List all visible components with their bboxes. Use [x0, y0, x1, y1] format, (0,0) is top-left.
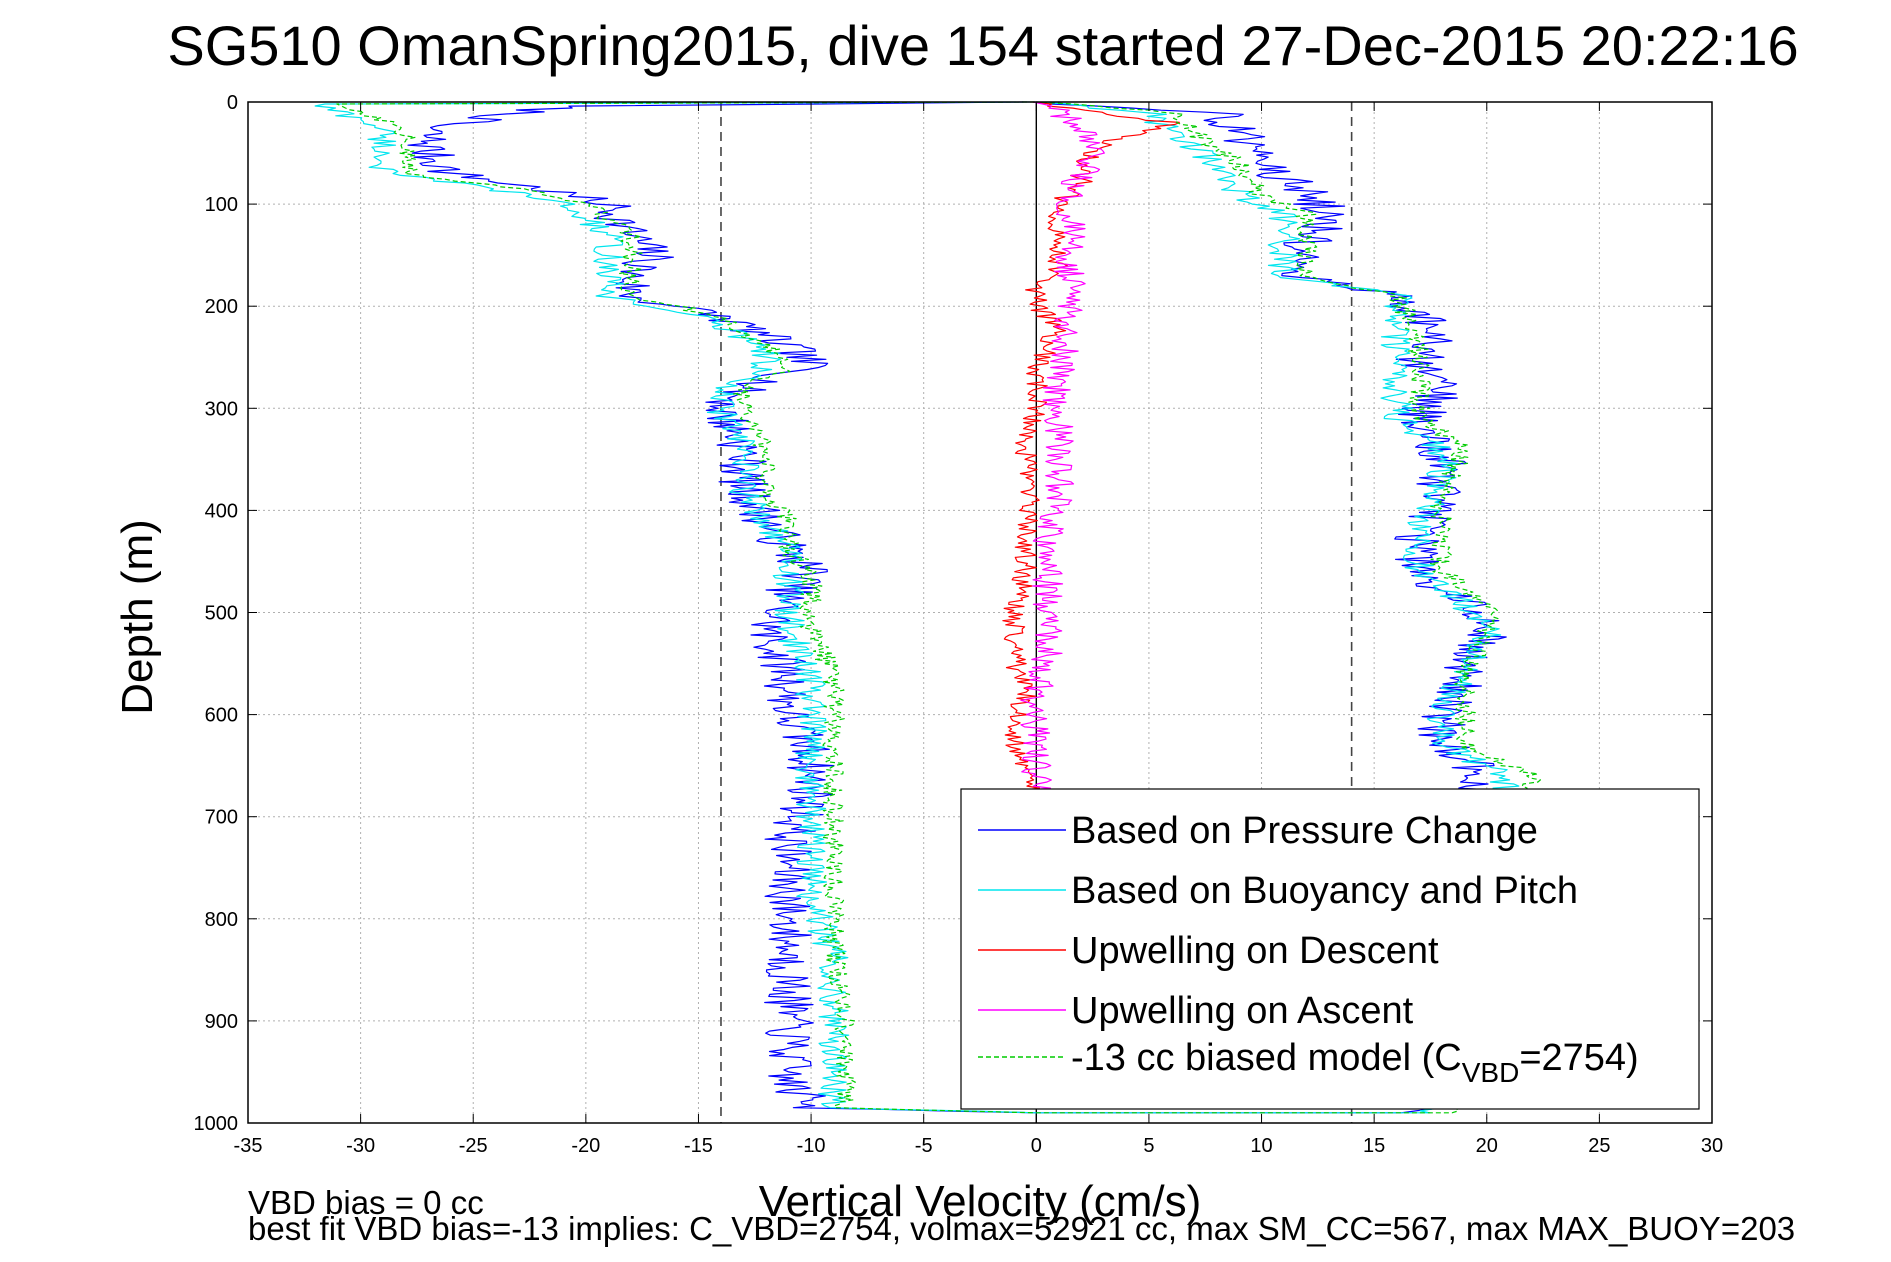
x-tick-label: -20 — [571, 1135, 600, 1157]
x-tick-label: -15 — [684, 1135, 713, 1157]
series-line — [1002, 101, 1180, 797]
y-axis-label: Depth (m) — [113, 519, 162, 715]
x-tick-label: -25 — [459, 1135, 488, 1157]
legend-label-subscript: VBD — [1462, 1057, 1520, 1088]
y-tick-label: 900 — [205, 1011, 238, 1033]
x-tick-label: -30 — [346, 1135, 375, 1157]
legend-label: Based on Pressure Change — [1071, 810, 1538, 852]
series-line — [336, 101, 1544, 1114]
x-tick-label: 10 — [1250, 1135, 1272, 1157]
x-tick-label: 0 — [1031, 1135, 1042, 1157]
legend-label-tail: =2754) — [1519, 1037, 1638, 1079]
legend: Based on Pressure Change Based on Buoyanc… — [960, 788, 1700, 1110]
y-tick-label: 300 — [205, 398, 238, 420]
footer-best-fit: best fit VBD bias=-13 implies: C_VBD=275… — [248, 1210, 1795, 1247]
legend-label: Upwelling on Ascent — [1071, 990, 1414, 1032]
y-tick-label: 400 — [205, 500, 238, 522]
x-tick-label: -5 — [915, 1135, 933, 1157]
y-tick-label: 800 — [205, 909, 238, 931]
y-tick-label: 100 — [205, 194, 238, 216]
legend-label: Based on Buoyancy and Pitch — [1071, 870, 1578, 912]
tick-layer: -35 -30 -25 -20 -15 -10 -5 0 5 10 15 20 25 3001002003… — [194, 92, 1724, 1157]
series-line — [1020, 101, 1105, 797]
y-tick-label: 1000 — [194, 1113, 239, 1135]
x-tick-label: 15 — [1363, 1135, 1385, 1157]
legend-box — [960, 788, 1700, 1110]
series-layer — [314, 101, 1547, 1114]
y-tick-label: 200 — [205, 296, 238, 318]
x-tick-label: 20 — [1476, 1135, 1498, 1157]
x-tick-label: 25 — [1588, 1135, 1610, 1157]
x-tick-label: -10 — [797, 1135, 826, 1157]
y-tick-label: 0 — [227, 92, 238, 114]
footer-vbd-bias: VBD bias = 0 cc — [248, 1184, 484, 1221]
x-tick-label: 30 — [1701, 1135, 1723, 1157]
legend-label: Upwelling on Descent — [1071, 930, 1439, 972]
chart-title: SG510 OmanSpring2015, dive 154 started 2… — [167, 14, 1798, 77]
x-tick-label: 5 — [1143, 1135, 1154, 1157]
y-tick-label: 700 — [205, 807, 238, 829]
y-tick-label: 600 — [205, 705, 238, 727]
y-tick-label: 500 — [205, 603, 238, 625]
x-tick-label: -35 — [234, 1135, 263, 1157]
x-axis-label: Vertical Velocity (cm/s) — [759, 1177, 1202, 1226]
